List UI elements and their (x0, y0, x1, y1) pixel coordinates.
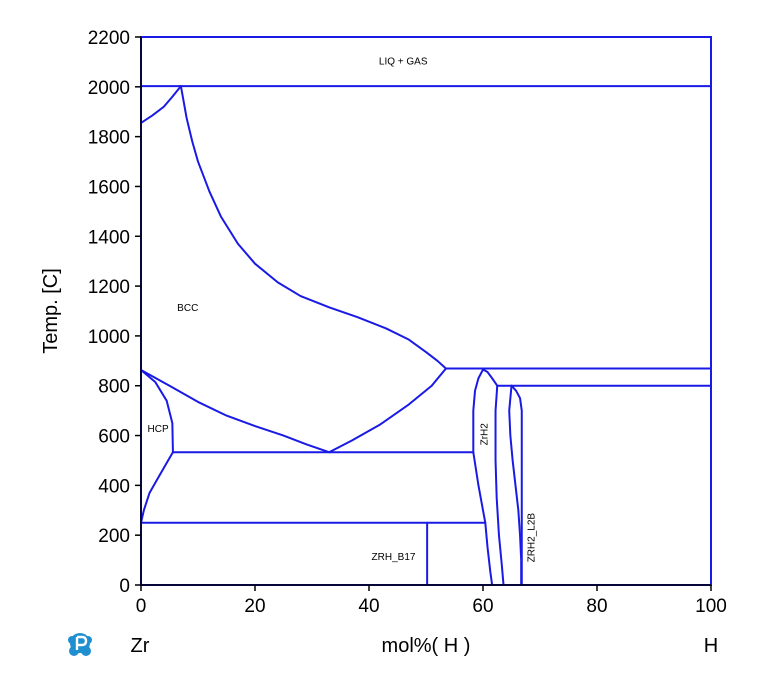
thermo-calc-logo-icon (68, 633, 92, 656)
x-axis-title: mol%( H ) (382, 635, 471, 657)
phase-boundary-line (472, 368, 494, 586)
x-tick-label: 80 (586, 596, 607, 617)
phase-label: HCP (148, 424, 169, 435)
phase-label: ZRH_B17 (372, 552, 416, 563)
phase-boundary-line (140, 85, 182, 124)
phase-boundaries (140, 85, 712, 586)
phase-boundary-line (140, 451, 174, 524)
phase-boundary-line (482, 368, 499, 387)
x-tick-label: 100 (695, 596, 727, 617)
y-tick-label: 1400 (88, 227, 130, 248)
x-tick-label: 20 (244, 596, 265, 617)
phase-label: LIQ + GAS (379, 56, 428, 67)
y-tick-label: 1200 (88, 277, 130, 298)
plot-border (140, 36, 712, 586)
y-tick-label: 200 (98, 526, 130, 547)
y-tick-label: 600 (98, 427, 130, 448)
axis-ticks: 0 20 40 60 80 1000200400600800100012001400160… (88, 28, 727, 617)
phase-boundary-line (328, 367, 447, 454)
phase-boundary-line (140, 369, 174, 454)
right-component-label: H (704, 635, 718, 657)
phase-label: BCC (177, 303, 198, 314)
y-tick-label: 0 (119, 576, 130, 597)
y-tick-label: 1000 (88, 327, 130, 348)
phase-boundary-line (508, 384, 523, 586)
plot-frame (140, 36, 712, 586)
phase-label: ZrH2 (480, 423, 491, 446)
left-component-label: Zr (131, 635, 150, 657)
y-tick-label: 400 (98, 476, 130, 497)
phase-boundary-line (140, 369, 331, 454)
x-tick-label: 0 (136, 596, 147, 617)
y-axis-title: Temp. [C] (40, 268, 62, 354)
y-tick-label: 1600 (88, 177, 130, 198)
y-tick-label: 800 (98, 377, 130, 398)
x-tick-label: 60 (472, 596, 493, 617)
phase-boundary-line (494, 384, 505, 586)
phase-labels: LIQ + GAS BCC HCP ZrH2 ZRH_B17 ZRH2_L2B (148, 56, 538, 563)
phase-boundary-line (510, 384, 523, 586)
phase-label: ZRH2_L2B (526, 513, 537, 563)
y-tick-label: 2200 (88, 28, 130, 49)
x-tick-label: 40 (358, 596, 379, 617)
y-tick-label: 2000 (88, 78, 130, 99)
phase-boundary-line (179, 85, 447, 370)
y-tick-label: 1800 (88, 128, 130, 149)
